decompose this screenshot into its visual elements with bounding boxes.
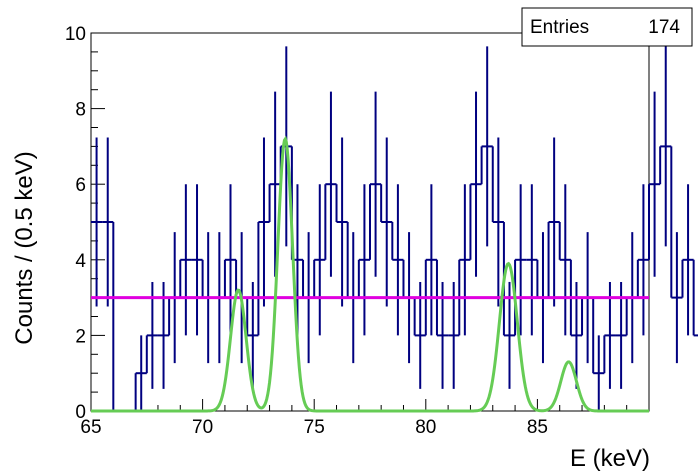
y-tick-label: 8 <box>75 100 86 121</box>
x-axis-title: E (keV) <box>570 445 650 472</box>
y-tick-label: 0 <box>75 402 86 423</box>
stats-box-frame <box>521 7 693 47</box>
x-tick-label: 65 <box>80 417 101 438</box>
x-tick-label: 75 <box>304 417 325 438</box>
y-tick-label: 4 <box>75 251 86 272</box>
peaks-fit-curve <box>91 135 649 413</box>
overlay-layer <box>91 135 649 413</box>
stats-box: Entries 174 <box>521 7 693 47</box>
x-tick-label: 85 <box>527 417 548 438</box>
x-tick-label: 80 <box>415 417 436 438</box>
stats-entries-label: Entries <box>530 17 589 38</box>
y-tick-label: 2 <box>75 326 86 347</box>
stats-entries-value: 174 <box>648 17 680 38</box>
y-axis-title: Counts / (0.5 keV) <box>11 151 38 344</box>
y-tick-label: 10 <box>65 24 86 45</box>
data-layer <box>91 46 698 412</box>
y-tick-label: 6 <box>75 175 86 196</box>
x-tick-label: 70 <box>192 417 213 438</box>
